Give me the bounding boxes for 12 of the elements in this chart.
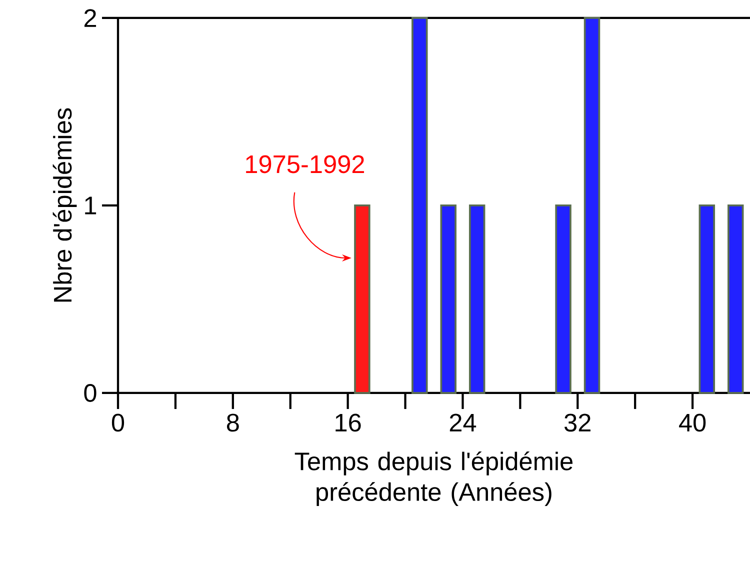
x-axis-title: Temps depuis l'épidémie précédente (Années) [294,451,573,506]
annotation: 1975-1992 [246,155,364,174]
x-tick-label: 40 [679,414,706,432]
y-axis-title: Nbre d'épidémies [52,108,77,302]
x-tick-label: 0 [112,414,124,432]
x-tick-label: 8 [226,414,239,432]
y-tick-label: 0 [84,384,96,402]
y-tick-label: 1 [85,196,96,214]
x-tick-label: 16 [336,414,361,432]
x-tick-label: 32 [564,414,590,432]
x-tick-label: 24 [450,414,476,432]
y-tick-label: 2 [84,9,96,27]
